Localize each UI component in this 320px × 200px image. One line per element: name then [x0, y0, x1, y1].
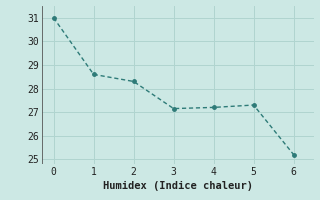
X-axis label: Humidex (Indice chaleur): Humidex (Indice chaleur)	[103, 181, 252, 191]
